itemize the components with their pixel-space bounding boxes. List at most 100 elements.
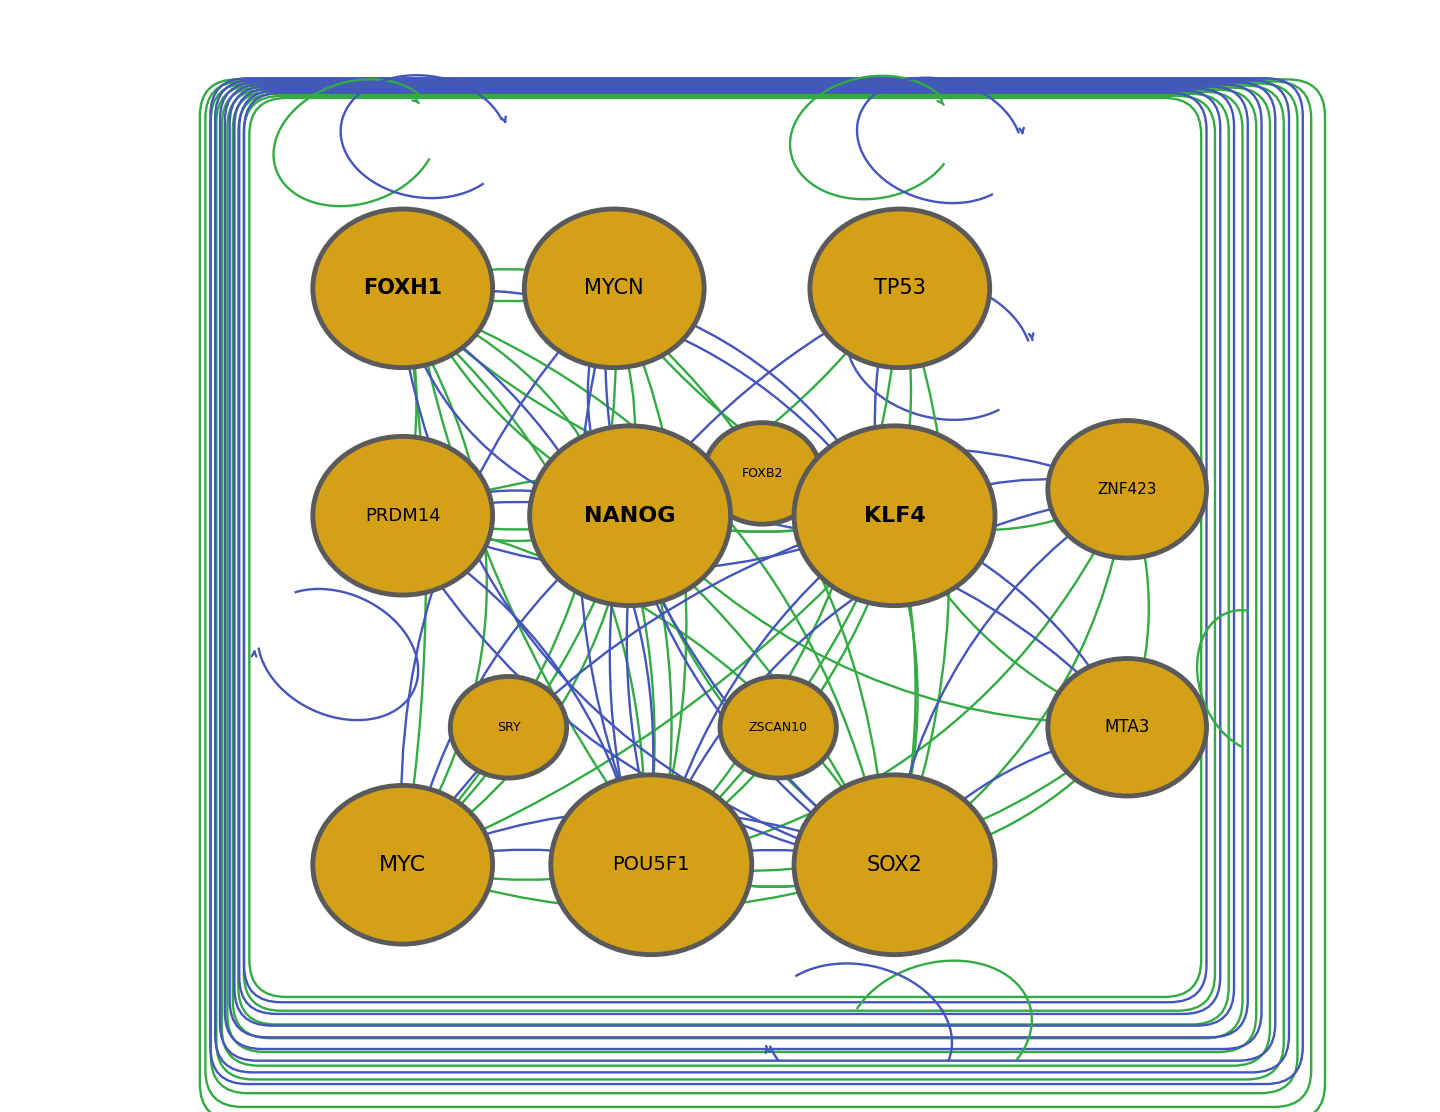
Ellipse shape: [793, 426, 995, 606]
FancyArrowPatch shape: [1132, 507, 1149, 712]
FancyArrowPatch shape: [629, 299, 880, 503]
FancyArrowPatch shape: [648, 527, 1112, 727]
FancyArrowPatch shape: [422, 269, 596, 282]
FancyArrowPatch shape: [413, 299, 645, 838]
FancyArrowPatch shape: [413, 522, 621, 837]
FancyArrowPatch shape: [667, 537, 886, 851]
FancyArrowPatch shape: [422, 490, 611, 508]
FancyArrowPatch shape: [904, 734, 1104, 854]
FancyArrowPatch shape: [613, 316, 635, 504]
FancyArrowPatch shape: [420, 291, 593, 301]
FancyArrowPatch shape: [402, 315, 605, 516]
FancyArrowPatch shape: [412, 308, 654, 852]
FancyArrowPatch shape: [622, 308, 687, 845]
FancyArrowPatch shape: [501, 117, 505, 122]
Text: NANOG: NANOG: [585, 506, 675, 526]
FancyArrowPatch shape: [622, 309, 886, 852]
FancyArrowPatch shape: [914, 742, 1115, 861]
Ellipse shape: [550, 775, 752, 955]
FancyArrowPatch shape: [410, 310, 645, 852]
FancyArrowPatch shape: [671, 739, 1113, 871]
FancyArrowPatch shape: [416, 301, 884, 851]
FancyArrowPatch shape: [893, 546, 917, 854]
FancyArrowPatch shape: [626, 527, 654, 834]
FancyArrowPatch shape: [423, 850, 631, 862]
FancyArrowPatch shape: [420, 519, 608, 529]
FancyArrowPatch shape: [904, 534, 1110, 721]
Text: ZNF423: ZNF423: [1097, 481, 1156, 497]
Text: ZSCAN10: ZSCAN10: [749, 721, 808, 734]
FancyArrowPatch shape: [654, 496, 1103, 851]
FancyArrowPatch shape: [252, 652, 256, 656]
FancyArrowPatch shape: [937, 98, 943, 105]
FancyArrowPatch shape: [677, 528, 896, 844]
FancyArrowPatch shape: [775, 480, 874, 514]
FancyArrowPatch shape: [644, 527, 671, 833]
FancyArrowPatch shape: [648, 447, 1109, 507]
FancyArrowPatch shape: [900, 309, 912, 496]
FancyArrowPatch shape: [671, 506, 1119, 861]
FancyArrowPatch shape: [422, 523, 611, 540]
FancyArrowPatch shape: [400, 304, 600, 846]
FancyArrowPatch shape: [913, 479, 1109, 507]
FancyArrowPatch shape: [423, 518, 884, 847]
Ellipse shape: [793, 775, 995, 955]
FancyArrowPatch shape: [642, 310, 881, 512]
FancyArrowPatch shape: [422, 532, 881, 857]
Text: PRDM14: PRDM14: [364, 507, 441, 525]
FancyArrowPatch shape: [413, 534, 639, 852]
Ellipse shape: [312, 785, 492, 944]
Text: KLF4: KLF4: [864, 506, 926, 526]
FancyArrowPatch shape: [665, 309, 900, 850]
FancyArrowPatch shape: [397, 316, 868, 865]
Ellipse shape: [1048, 658, 1207, 796]
FancyArrowPatch shape: [609, 547, 636, 853]
Text: FOXB2: FOXB2: [742, 467, 783, 480]
Ellipse shape: [524, 209, 704, 368]
FancyArrowPatch shape: [651, 519, 871, 532]
FancyArrowPatch shape: [415, 307, 870, 517]
FancyArrowPatch shape: [664, 520, 884, 835]
FancyArrowPatch shape: [654, 513, 1117, 711]
FancyArrowPatch shape: [632, 544, 873, 858]
Text: SOX2: SOX2: [867, 855, 923, 875]
Text: MTA3: MTA3: [1104, 718, 1151, 736]
FancyArrowPatch shape: [416, 302, 616, 503]
Ellipse shape: [530, 426, 730, 606]
FancyArrowPatch shape: [405, 315, 487, 857]
Text: FOXH1: FOXH1: [363, 278, 442, 298]
FancyArrowPatch shape: [901, 308, 949, 845]
Ellipse shape: [1048, 420, 1207, 558]
FancyArrowPatch shape: [588, 317, 612, 506]
Ellipse shape: [704, 423, 821, 524]
FancyArrowPatch shape: [876, 317, 888, 504]
FancyArrowPatch shape: [641, 537, 880, 853]
FancyArrowPatch shape: [652, 519, 874, 532]
Ellipse shape: [720, 676, 837, 778]
FancyArrowPatch shape: [1030, 334, 1034, 340]
Text: SRY: SRY: [497, 721, 520, 734]
FancyArrowPatch shape: [636, 304, 876, 505]
FancyArrowPatch shape: [409, 538, 870, 865]
FancyArrowPatch shape: [422, 811, 876, 857]
FancyArrowPatch shape: [415, 309, 618, 852]
FancyArrowPatch shape: [913, 524, 1119, 711]
FancyArrowPatch shape: [671, 871, 873, 887]
FancyArrowPatch shape: [422, 524, 876, 570]
Text: POU5F1: POU5F1: [612, 855, 690, 874]
Text: MYCN: MYCN: [585, 278, 644, 298]
FancyArrowPatch shape: [651, 480, 750, 514]
FancyArrowPatch shape: [420, 288, 878, 503]
Text: MYC: MYC: [379, 855, 426, 875]
FancyArrowPatch shape: [914, 498, 1110, 530]
Ellipse shape: [312, 209, 492, 368]
FancyArrowPatch shape: [406, 306, 416, 495]
FancyArrowPatch shape: [418, 538, 628, 854]
FancyArrowPatch shape: [418, 535, 624, 851]
FancyArrowPatch shape: [412, 97, 419, 103]
Text: TP53: TP53: [874, 278, 926, 298]
FancyArrowPatch shape: [890, 507, 1104, 852]
FancyArrowPatch shape: [865, 1073, 871, 1079]
FancyArrowPatch shape: [622, 310, 871, 512]
FancyArrowPatch shape: [636, 535, 876, 852]
